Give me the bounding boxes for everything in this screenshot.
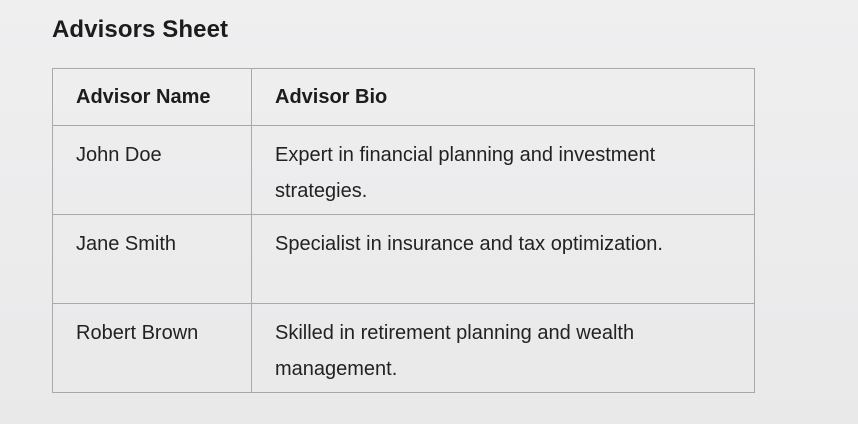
advisor-name-cell: Jane Smith xyxy=(52,214,252,304)
advisor-bio-cell: Skilled in retirement planning and wealt… xyxy=(251,303,755,393)
advisor-name-cell: John Doe xyxy=(52,125,252,215)
table-row: John Doe Expert in financial planning an… xyxy=(52,125,755,215)
column-header-advisor-bio: Advisor Bio xyxy=(251,68,755,126)
column-header-advisor-name: Advisor Name xyxy=(52,68,252,126)
advisor-name-cell: Robert Brown xyxy=(52,303,252,393)
advisors-table: Advisor Name Advisor Bio John Doe Expert… xyxy=(52,68,755,393)
advisor-bio-cell: Expert in financial planning and investm… xyxy=(251,125,755,215)
advisor-bio-cell: Specialist in insurance and tax optimiza… xyxy=(251,214,755,304)
table-header-row: Advisor Name Advisor Bio xyxy=(52,68,755,126)
table-row: Robert Brown Skilled in retirement plann… xyxy=(52,303,755,393)
page-title: Advisors Sheet xyxy=(52,16,229,43)
table-row: Jane Smith Specialist in insurance and t… xyxy=(52,214,755,304)
